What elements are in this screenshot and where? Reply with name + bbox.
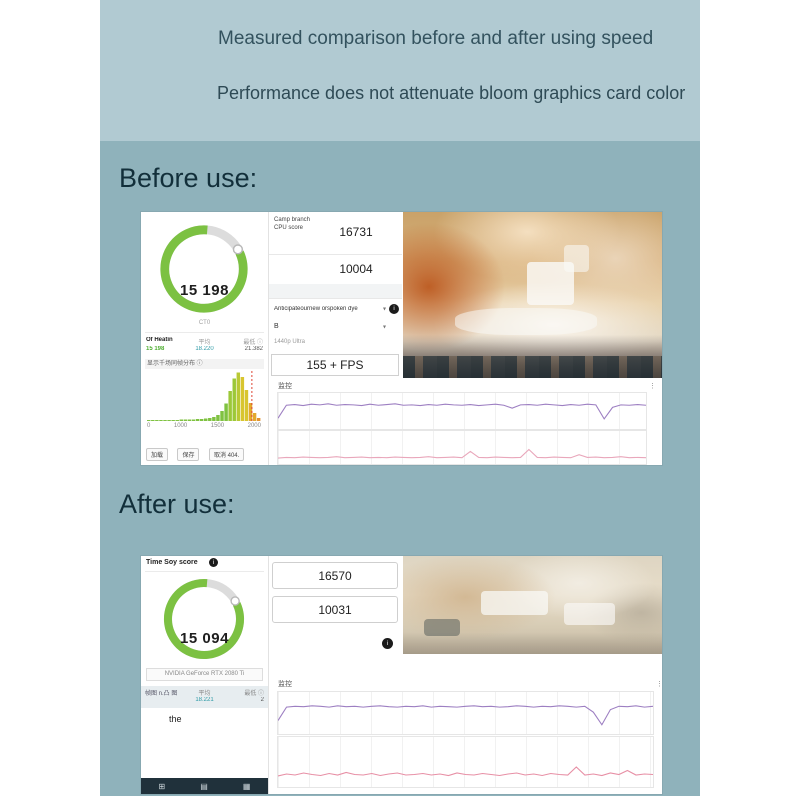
after-monitor-panel: 监控 ⋮ xyxy=(275,678,663,792)
load-button[interactable]: 加载 xyxy=(146,448,169,461)
gpu-name: NVIDIA GeForce RTX 2080 Ti xyxy=(146,668,263,681)
after-benchmark-screenshot: Time Soy score i 15 094 NVIDIA GeForce R… xyxy=(141,556,663,794)
monitor-line-chart-1 xyxy=(277,691,654,735)
fps-result: 155 + FPS xyxy=(271,354,399,376)
benchmark-score: 15 198 xyxy=(180,282,229,299)
before-gauge-card: 15 198 CT0 Of Heatin 平均 最低 ⓘ 15 198 18.2… xyxy=(141,212,269,465)
stat-value-2: 18.220 xyxy=(195,346,214,352)
stat-label-3: 最低 ⓘ xyxy=(244,691,265,697)
after-section-title: After use: xyxy=(119,489,235,519)
axis-tick: 2000 xyxy=(247,423,261,429)
stats-band: 帧图 n.凸 图 平均 最低 ⓘ 18.221 2 xyxy=(141,686,268,708)
card-title: Time Soy score xyxy=(146,559,198,566)
score-value-2: 10031 xyxy=(272,596,398,623)
game-mist-band xyxy=(454,308,598,335)
mode-select-dropdown[interactable]: B ▾ xyxy=(269,318,402,337)
before-score-column: Camp branch CPU score 16731 10004 Antici… xyxy=(269,212,402,378)
before-section-title: Before use: xyxy=(119,163,258,193)
stat-label-1: Of Heatin xyxy=(146,337,173,343)
game-silhouettes xyxy=(403,356,662,378)
monitor-menu-icon[interactable]: ⋮ xyxy=(649,383,656,390)
divider xyxy=(145,332,264,333)
stat-value-3: 21.382 xyxy=(244,346,263,352)
stats-values-row: 15 198 18.220 21.382 xyxy=(146,346,263,352)
divider xyxy=(145,571,264,572)
histogram-title: 显示千场同帧分布 ⓘ xyxy=(145,359,264,369)
gauge-sub-label: CT0 xyxy=(198,320,211,326)
info-icon[interactable]: i xyxy=(209,558,218,567)
save-button[interactable]: 保存 xyxy=(177,448,200,461)
after-gauge-card: Time Soy score i 15 094 NVIDIA GeForce R… xyxy=(141,556,269,794)
game-structure xyxy=(563,603,616,625)
cpu-score-label: Camp branch CPU score xyxy=(274,217,311,232)
secondary-score-value: 10004 xyxy=(339,262,373,276)
before-monitor-panel: 监控 ⋮ xyxy=(275,380,656,465)
score-gauge xyxy=(163,578,245,660)
score-value-1: 16570 xyxy=(272,562,398,589)
stats-values-row: 18.221 2 xyxy=(145,697,264,703)
note-text: the xyxy=(169,714,182,724)
stat-value-3: 2 xyxy=(260,697,265,703)
stat-label-1: 帧图 n.凸 图 xyxy=(145,691,178,697)
cancel-button[interactable]: 取消 404. xyxy=(208,448,245,461)
cpu-score-value: 16731 xyxy=(339,225,373,239)
histogram-axis: 0 1000 1500 2000 xyxy=(147,423,261,429)
header-band: Measured comparison before and after usi… xyxy=(100,0,700,141)
gauge-marker-dot xyxy=(232,244,244,255)
monitor-label: 监控 xyxy=(278,383,292,390)
chevron-down-icon: ▾ xyxy=(382,306,386,313)
stat-label-3: 最低 ⓘ xyxy=(243,340,263,346)
game-silhouette xyxy=(423,618,460,637)
taskbar-icon-1[interactable]: ⊞ xyxy=(158,781,166,791)
monitor-line-chart-2 xyxy=(277,736,654,788)
game-screenshot-after xyxy=(403,556,662,654)
taskbar-icon-3[interactable]: ▦ xyxy=(242,781,251,791)
before-benchmark-screenshot: 15 198 CT0 Of Heatin 平均 最低 ⓘ 15 198 18.2… xyxy=(141,212,662,465)
chevron-down-icon: ▾ xyxy=(382,324,386,331)
stats-header-row: 帧图 n.凸 图 平均 最低 ⓘ xyxy=(145,688,264,697)
preset-row: 1440p Ultra xyxy=(269,336,402,350)
info-icon[interactable]: i xyxy=(389,304,399,314)
spacer xyxy=(269,284,402,298)
stat-value-1 xyxy=(145,697,185,703)
stat-label-2: 平均 xyxy=(198,340,211,346)
secondary-score-row: 10004 xyxy=(269,254,402,285)
game-structure xyxy=(563,245,590,272)
taskbar: ⊞ ▤ ▦ xyxy=(141,778,268,794)
cpu-score-row: Camp branch CPU score 16731 xyxy=(269,212,402,255)
taskbar-icon-2[interactable]: ▤ xyxy=(200,781,208,791)
dropdown-label: B xyxy=(274,323,279,330)
header-line-2: Performance does not attenuate bloom gra… xyxy=(217,83,686,103)
stats-header-row: Of Heatin 平均 最低 ⓘ xyxy=(146,337,263,346)
preset-label: 1440p Ultra xyxy=(274,339,306,345)
test-select-dropdown[interactable]: Anticipateournew orspoken dye ▾ i xyxy=(269,298,402,320)
frametime-histogram xyxy=(147,371,261,421)
axis-tick: 1000 xyxy=(173,423,188,429)
game-structure xyxy=(480,591,549,615)
info-icon[interactable]: i xyxy=(382,638,393,649)
dropdown-label: Anticipateournew orspoken dye xyxy=(274,306,358,312)
gauge-marker-dot xyxy=(230,596,240,606)
monitor-line-chart-1 xyxy=(277,392,647,430)
score-gauge xyxy=(160,225,248,313)
game-screenshot-before xyxy=(403,212,662,378)
monitor-menu-icon[interactable]: ⋮ xyxy=(656,681,663,688)
stat-value-2: 18.221 xyxy=(195,697,214,703)
stat-value-1: 15 198 xyxy=(146,346,165,352)
header-line-1: Measured comparison before and after usi… xyxy=(218,28,654,49)
monitor-label: 监控 xyxy=(278,681,292,688)
card-footer-buttons: 加载 保存 取消 404. xyxy=(146,444,266,462)
stat-label-2: 平均 xyxy=(198,691,211,697)
axis-tick: 0 xyxy=(147,423,151,429)
monitor-line-chart-2 xyxy=(277,430,647,465)
benchmark-score: 15 094 xyxy=(180,630,229,647)
after-score-column: 16570 10031 i xyxy=(269,556,402,676)
axis-tick: 1500 xyxy=(210,423,225,429)
